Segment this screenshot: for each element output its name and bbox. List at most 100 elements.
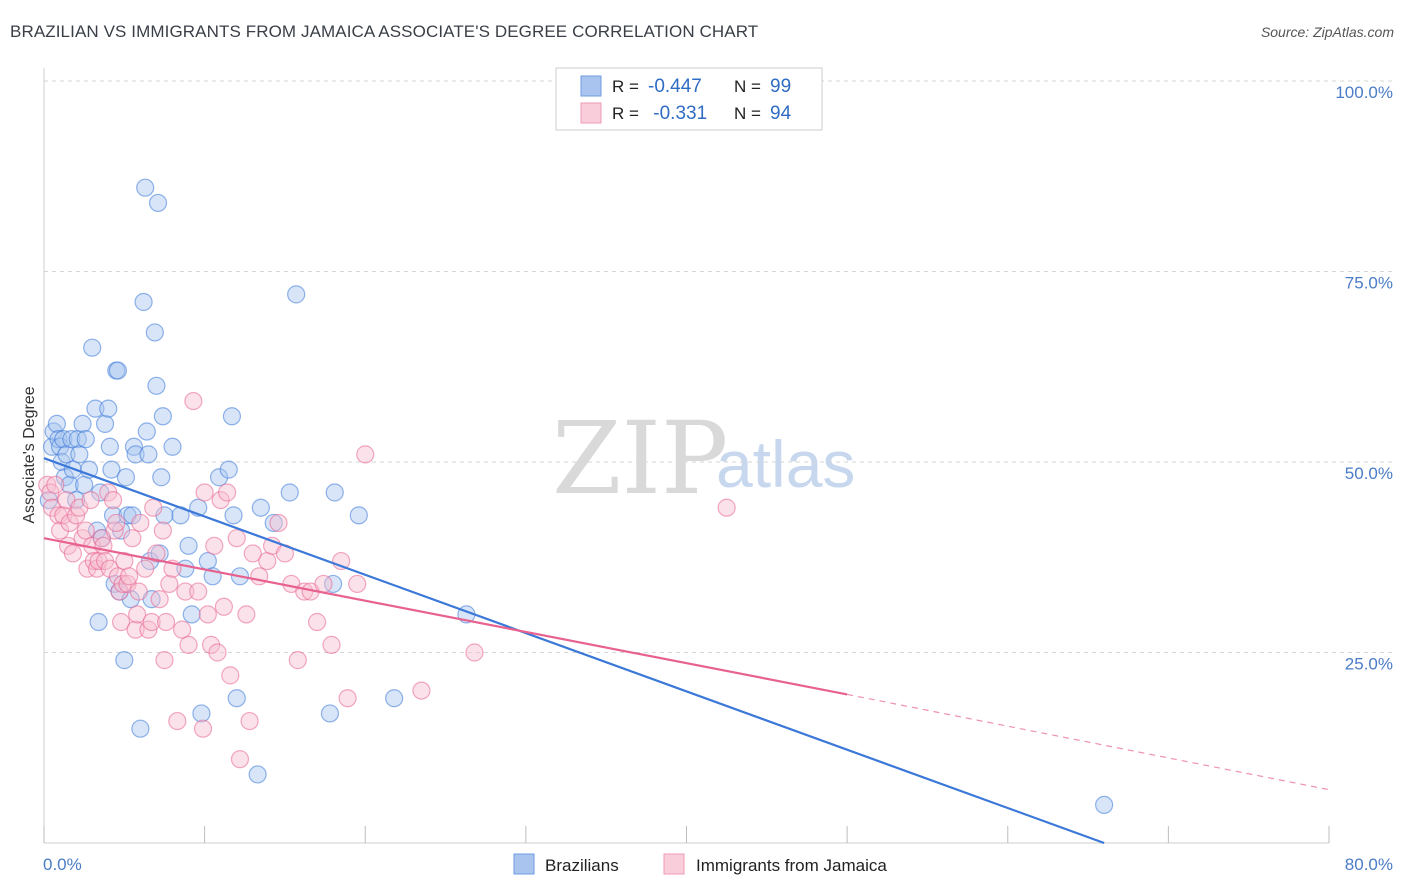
data-point	[156, 612, 176, 632]
data-point	[222, 407, 242, 426]
data-point	[173, 620, 192, 639]
data-point	[62, 430, 81, 449]
trend-lines	[43, 457, 1330, 845]
data-point	[137, 422, 156, 441]
data-point	[338, 689, 357, 708]
data-point	[168, 711, 187, 731]
data-point	[152, 468, 171, 487]
data-point	[83, 338, 102, 357]
series-brazilians	[39, 178, 1114, 815]
watermark-zip: ZIP	[552, 400, 728, 517]
data-point	[349, 506, 368, 525]
data-point	[182, 605, 201, 624]
data-point	[50, 521, 70, 540]
data-point	[153, 407, 172, 426]
data-point	[717, 498, 736, 517]
data-point	[155, 651, 174, 670]
watermark: ZIP atlas	[552, 400, 855, 517]
data-point	[322, 635, 341, 654]
trend-line-extension	[847, 693, 1330, 791]
series-jamaica	[38, 391, 736, 769]
data-point	[111, 612, 131, 632]
data-point	[123, 529, 142, 548]
data-point	[208, 643, 227, 662]
data-point	[136, 559, 155, 578]
data-point	[385, 689, 404, 708]
data-point	[280, 483, 299, 502]
data-point	[465, 643, 484, 662]
data-point	[120, 567, 139, 586]
legend-r-value-0: -0.447	[648, 76, 702, 97]
y-tick-label: 100.0%	[1335, 83, 1393, 102]
trend-line	[43, 537, 848, 696]
data-point	[324, 574, 343, 594]
data-point	[131, 513, 150, 533]
data-point	[307, 612, 327, 632]
data-point	[160, 574, 179, 594]
data-point	[60, 475, 79, 494]
data-point	[314, 574, 333, 594]
gridlines	[44, 80, 1392, 653]
data-point	[116, 468, 136, 487]
data-point	[89, 612, 108, 632]
data-point	[218, 483, 237, 502]
legend-n-label-1: N =	[734, 104, 761, 123]
data-point	[60, 513, 79, 533]
data-point	[147, 544, 166, 563]
legend-swatch-jamaica	[580, 102, 602, 124]
data-point	[115, 651, 134, 670]
data-point	[209, 468, 229, 487]
data-point	[136, 178, 155, 197]
data-point	[224, 506, 243, 525]
data-point	[205, 536, 224, 555]
data-point	[356, 445, 375, 464]
data-point	[412, 681, 431, 700]
data-point	[189, 582, 208, 601]
data-point	[288, 651, 307, 670]
legend-bottom-label-brazilians: Brazilians	[545, 856, 619, 875]
data-point	[113, 574, 132, 594]
data-point	[76, 521, 95, 540]
data-point	[179, 635, 198, 654]
y-axis-title: Associate's Degree	[21, 386, 38, 523]
data-point	[184, 391, 203, 411]
data-point	[76, 430, 95, 449]
data-point	[192, 704, 211, 723]
data-point	[248, 765, 267, 784]
data-point	[75, 475, 94, 494]
data-point	[126, 445, 145, 464]
data-point	[195, 483, 214, 502]
data-point	[145, 323, 164, 342]
y-tick-label: 75.0%	[1345, 274, 1393, 293]
data-point	[86, 399, 105, 418]
legend-bottom: Brazilians Immigrants from Jamaica	[513, 853, 887, 875]
legend-bottom-label-jamaica: Immigrants from Jamaica	[696, 856, 887, 875]
data-point	[240, 711, 259, 731]
data-point	[102, 460, 121, 479]
data-point	[134, 292, 153, 312]
data-point	[230, 750, 250, 769]
legend-top: R = -0.447 N = 99 R = -0.331 N = 94	[555, 67, 823, 131]
legend-bottom-swatch-jamaica	[663, 853, 685, 875]
source-label: Source: ZipAtlas.com	[1260, 24, 1394, 40]
data-point	[147, 376, 166, 395]
legend-r-label-0: R =	[612, 77, 639, 96]
data-point	[264, 513, 283, 533]
data-point	[201, 635, 221, 654]
data-point	[153, 521, 172, 540]
data-point	[227, 689, 246, 708]
data-point	[221, 666, 240, 685]
data-point	[107, 513, 126, 533]
data-point	[287, 285, 306, 304]
data-point	[46, 475, 65, 494]
data-point	[103, 491, 123, 510]
data-point	[100, 437, 119, 456]
data-point	[108, 361, 127, 380]
data-point	[211, 491, 230, 510]
data-point	[70, 445, 89, 464]
data-point	[150, 590, 169, 609]
legend-n-label-0: N =	[734, 77, 761, 96]
data-point	[198, 551, 217, 571]
y-tick-label: 25.0%	[1345, 655, 1393, 674]
legend-bottom-swatch-brazilians	[513, 853, 535, 875]
